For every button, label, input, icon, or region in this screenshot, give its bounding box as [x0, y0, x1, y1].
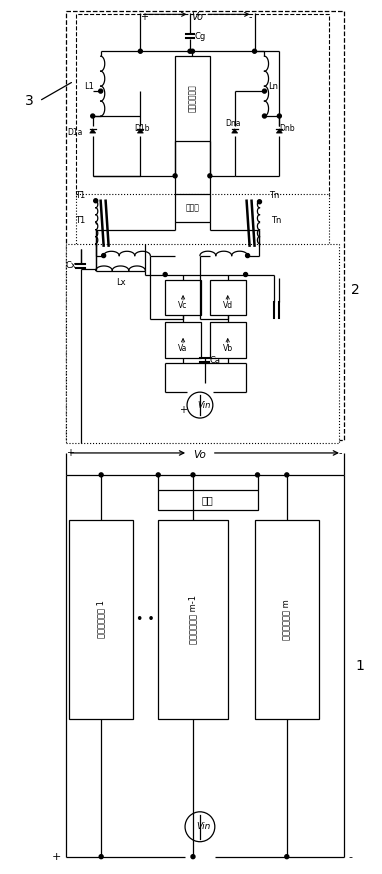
Text: Vin: Vin — [197, 400, 210, 410]
Bar — [165, 280, 201, 316]
Circle shape — [156, 473, 160, 477]
Text: 全桥变换单元 m-1: 全桥变换单元 m-1 — [188, 595, 197, 644]
Text: D1a: D1a — [67, 128, 83, 137]
Circle shape — [99, 855, 103, 858]
Bar — [210, 323, 246, 358]
Circle shape — [191, 49, 194, 53]
Text: Tn: Tn — [271, 216, 282, 225]
Bar — [76, 194, 329, 248]
Circle shape — [91, 114, 95, 118]
Circle shape — [163, 273, 167, 276]
Text: Lx: Lx — [116, 278, 125, 287]
Circle shape — [191, 473, 195, 477]
Text: Ln: Ln — [269, 81, 278, 91]
Text: 全桥变换单元 1: 全桥变换单元 1 — [97, 600, 106, 638]
Circle shape — [256, 473, 259, 477]
Bar — [175, 56, 210, 141]
Bar — [165, 323, 201, 358]
Text: L1: L1 — [84, 81, 94, 91]
Circle shape — [173, 174, 177, 177]
Bar — [254, 520, 319, 719]
Polygon shape — [90, 128, 96, 133]
Text: D1b: D1b — [134, 124, 150, 134]
Circle shape — [99, 473, 103, 477]
Text: +: + — [140, 12, 148, 23]
Bar — [66, 244, 339, 443]
Text: Vo: Vo — [191, 12, 204, 23]
Text: • •: • • — [136, 613, 155, 626]
Text: 全桥变换单元 m: 全桥变换单元 m — [282, 599, 291, 640]
Text: Va: Va — [178, 343, 188, 353]
Circle shape — [246, 253, 249, 258]
Text: 负载: 负载 — [202, 495, 214, 505]
Circle shape — [102, 253, 106, 258]
Circle shape — [244, 273, 248, 276]
Text: 3: 3 — [25, 94, 34, 108]
Text: Dna: Dna — [225, 119, 240, 128]
Text: 1: 1 — [355, 659, 364, 673]
Circle shape — [262, 114, 267, 118]
Bar — [69, 520, 133, 719]
Circle shape — [277, 114, 281, 118]
Text: -: - — [249, 12, 253, 23]
Text: Cg: Cg — [194, 31, 206, 41]
Text: Vc: Vc — [178, 301, 188, 310]
Circle shape — [138, 49, 142, 53]
Text: Vin: Vin — [197, 822, 211, 831]
Text: T1: T1 — [76, 216, 86, 225]
Text: Dnb: Dnb — [280, 124, 295, 134]
Text: 变压器: 变压器 — [186, 204, 199, 212]
Circle shape — [257, 200, 262, 204]
Circle shape — [253, 49, 257, 53]
Bar — [66, 11, 344, 440]
Bar — [175, 194, 210, 222]
Circle shape — [187, 392, 213, 418]
Text: +: + — [66, 448, 74, 458]
Circle shape — [208, 174, 212, 177]
Bar — [210, 280, 246, 316]
Circle shape — [262, 89, 267, 94]
Text: Vd: Vd — [223, 301, 233, 310]
Polygon shape — [276, 128, 282, 133]
Circle shape — [285, 855, 289, 858]
Polygon shape — [138, 128, 143, 133]
Circle shape — [191, 855, 195, 858]
Text: Vb: Vb — [223, 343, 233, 353]
Text: +: + — [52, 851, 61, 862]
Circle shape — [188, 49, 192, 53]
Bar — [76, 14, 329, 197]
Circle shape — [99, 89, 103, 94]
Text: +: + — [179, 405, 187, 415]
Text: -: - — [349, 851, 353, 862]
Text: Tn: Tn — [269, 191, 280, 200]
Circle shape — [185, 812, 215, 842]
Circle shape — [285, 473, 289, 477]
Polygon shape — [232, 128, 238, 133]
Text: 2: 2 — [351, 283, 360, 297]
Text: Vo: Vo — [194, 450, 206, 460]
Circle shape — [94, 198, 98, 203]
Text: Ca: Ca — [209, 356, 220, 364]
Text: Cx: Cx — [65, 261, 76, 270]
Bar — [158, 489, 257, 510]
Text: -: - — [338, 448, 342, 458]
Text: T1: T1 — [76, 191, 86, 200]
Bar — [158, 520, 228, 719]
Text: 全波整流单元: 全波整流单元 — [188, 85, 197, 113]
